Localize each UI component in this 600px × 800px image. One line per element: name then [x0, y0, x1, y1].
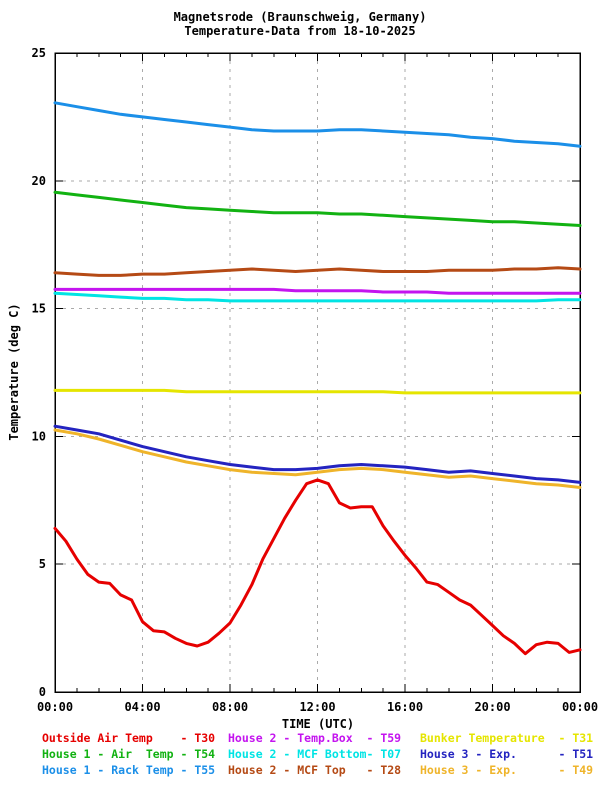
x-tick-label: 04:00 — [124, 700, 160, 714]
series-line-T07 — [53, 291, 582, 303]
x-tick-label: 12:00 — [299, 700, 335, 714]
series-line-T30 — [53, 478, 582, 656]
y-axis-label: Temperature (deg C) — [7, 303, 21, 441]
y-tick-label: 0 — [39, 685, 46, 699]
x-tick-label: 16:00 — [387, 700, 423, 714]
series-line-T31 — [53, 388, 582, 395]
series-line-T54 — [53, 190, 582, 227]
page-subtitle: Temperature-Data from 18-10-2025 — [184, 24, 416, 38]
series-line-T59 — [53, 287, 582, 295]
x-tick-label: 20:00 — [474, 700, 510, 714]
y-tick-label: 10 — [32, 429, 46, 443]
y-tick-label: 5 — [39, 557, 46, 571]
x-axis-label: TIME (UTC) — [281, 717, 355, 731]
y-tick-label: 25 — [32, 46, 46, 60]
y-tick-label: 20 — [32, 174, 46, 188]
x-tick-label: 08:00 — [212, 700, 248, 714]
plot-border — [54, 52, 581, 693]
y-tick-label: 15 — [32, 302, 46, 316]
page-title: Magnetsrode (Braunschweig, Germany) — [173, 10, 427, 24]
x-tick-label: 00:00 — [37, 700, 73, 714]
x-tick-label: 00:00 — [562, 700, 598, 714]
series-line-T49 — [53, 428, 582, 489]
series-line-T55 — [53, 101, 582, 148]
series-line-T51 — [53, 424, 582, 484]
series-line-T28 — [53, 266, 582, 277]
